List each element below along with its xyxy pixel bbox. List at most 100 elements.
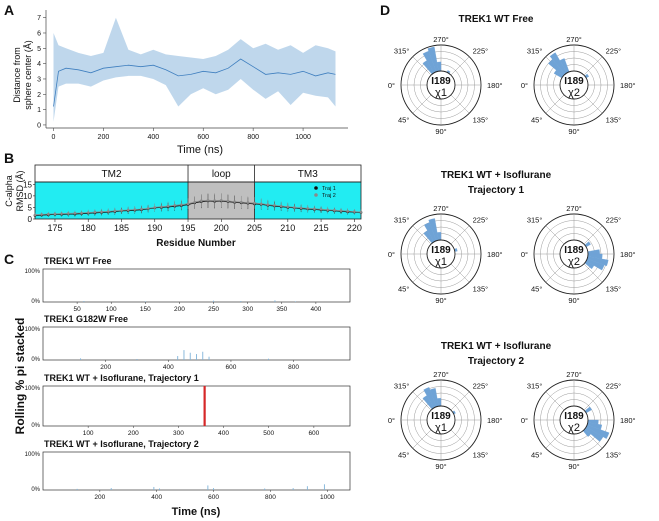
panel-b-point — [40, 213, 43, 216]
panel-c-xtick-label: 400 — [218, 430, 229, 437]
panel-b-point — [113, 209, 117, 213]
panel-d-polar-histograms: TREK1 WT FreeI189χ1270°225°180°135°90°45… — [388, 14, 636, 471]
panel-a-ytick-label: 1 — [37, 107, 41, 114]
panel-b-point — [279, 204, 283, 208]
panel-b-point — [160, 205, 163, 209]
panel-d-residue-label: I189 — [564, 76, 584, 87]
panel-c-bar — [159, 488, 160, 490]
panel-letter-c: C — [4, 251, 14, 267]
panel-d-angle-label: 180° — [620, 81, 636, 90]
panel-c-subplot-title: TREK1 WT Free — [44, 256, 112, 266]
panel-b-xtick-label: 190 — [147, 223, 162, 233]
panel-letter-d: D — [380, 2, 390, 18]
panel-d-angle-label: 45° — [531, 285, 542, 294]
panel-c-ytick-label: 100% — [25, 327, 41, 333]
panel-c-bar — [207, 485, 209, 490]
panel-c-bar — [274, 300, 276, 302]
panel-a-xtick-label: 600 — [197, 134, 209, 141]
panel-a-xtick-label: 1000 — [295, 134, 311, 141]
panel-d-polar-spoke — [583, 225, 603, 245]
panel-c-ytick-label: 0% — [31, 299, 40, 305]
panel-c-subplot-title: TREK1 G182W Free — [44, 314, 128, 324]
panel-c-xtick-label: 150 — [140, 306, 151, 313]
panel-d-polar-spoke — [545, 263, 565, 283]
panel-d-polar-spoke — [583, 56, 603, 76]
panel-d-angle-label: 0° — [388, 81, 395, 90]
panel-c-xtick-label: 400 — [310, 306, 321, 313]
panel-b-point — [166, 204, 170, 208]
panel-b-legend-label: Traj 2 — [322, 193, 336, 199]
panel-a-xlabel: Time (ns) — [177, 144, 223, 156]
panel-b-point — [193, 200, 196, 204]
panel-c-ytick-label: 0% — [31, 357, 40, 363]
panel-d-group-title: TREK1 WT + Isoflurane — [441, 341, 552, 352]
panel-d-angle-label: 180° — [487, 250, 503, 259]
panel-d-chi-label: χ2 — [568, 422, 580, 434]
panel-c-bar — [136, 359, 138, 360]
panel-d-angle-label: 90° — [568, 462, 579, 471]
panel-b-point — [293, 206, 296, 209]
panel-a-xtick-label: 0 — [52, 134, 56, 141]
panel-c-bar — [213, 488, 215, 490]
panel-d-polar-inner — [426, 70, 456, 100]
panel-d-angle-label: 315° — [527, 215, 543, 224]
panel-a-ytick-label: 7 — [37, 15, 41, 22]
panel-b-point — [273, 204, 276, 207]
panel-b-legend-label: Traj 1 — [322, 186, 336, 192]
panel-b-point — [100, 210, 103, 214]
panel-c-bar — [83, 301, 85, 302]
panel-d-angle-label: 270° — [433, 35, 449, 44]
panel-d-angle-label: 225° — [473, 381, 489, 390]
panel-b-xtick-label: 175 — [47, 223, 62, 233]
panel-d-angle-label: 315° — [394, 381, 410, 390]
panel-c-ytick-label: 100% — [25, 452, 41, 458]
panel-d-polar-spoke — [450, 225, 470, 245]
panel-b-ytick-label: 0 — [28, 215, 33, 224]
panel-d-angle-label: 0° — [388, 250, 395, 259]
panel-d-angle-label: 0° — [521, 81, 528, 90]
panel-c-bar — [213, 300, 215, 302]
panel-b-xtick-label: 180 — [81, 223, 96, 233]
panel-letter-a: A — [4, 2, 14, 18]
panel-b-frame — [34, 181, 362, 220]
panel-c-xtick-label: 200 — [128, 430, 139, 437]
panel-b-point — [47, 212, 50, 216]
panel-d-residue-label: I189 — [564, 411, 584, 422]
panel-d-angle-label: 0° — [388, 416, 395, 425]
panel-b-point — [140, 207, 143, 211]
panel-d-polar-spoke — [583, 391, 603, 411]
panel-d-angle-label: 270° — [566, 204, 582, 213]
panel-b-point — [233, 200, 236, 203]
panel-d-angle-label: 180° — [487, 81, 503, 90]
panel-b-region-tm2 — [35, 182, 189, 219]
panel-c-bar — [264, 488, 266, 490]
panel-b-point — [353, 210, 356, 213]
panel-d-angle-label: 135° — [473, 116, 489, 125]
panel-d-angle-label: 225° — [473, 215, 489, 224]
panel-b-point — [66, 212, 70, 215]
panel-c-bar — [80, 358, 82, 360]
panel-b-region-label: TM2 — [102, 169, 122, 180]
panel-c-bar — [110, 488, 112, 490]
panel-b-xtick-label: 195 — [181, 223, 196, 233]
panel-b-point — [346, 209, 349, 213]
panel-b-point — [253, 201, 256, 205]
panel-letter-b: B — [4, 150, 14, 166]
panel-a-xtick-label: 200 — [98, 134, 110, 141]
panel-c-bar — [292, 488, 294, 490]
panel-d-angle-label: 90° — [435, 462, 446, 471]
panel-b-point — [266, 203, 270, 206]
panel-c-xtick-label: 250 — [208, 306, 219, 313]
panel-a-ytick-label: 6 — [37, 30, 41, 37]
panel-d-group-title: TREK1 WT + Isoflurane — [441, 170, 552, 181]
panel-c-bar — [144, 301, 146, 302]
panel-d-angle-label: 225° — [606, 215, 622, 224]
panel-c-pi-stacking-chart: Rolling % pi stacked Time (ns) TREK1 WT … — [13, 256, 351, 518]
panel-d-residue-label: I189 — [431, 245, 451, 256]
panel-c-xtick-label: 300 — [242, 306, 253, 313]
panel-c-bar — [294, 301, 296, 302]
panel-d-polar-spoke — [412, 56, 432, 76]
panel-d-polar-inner — [559, 239, 589, 269]
panel-b-rmsd-chart: C-alpha RMSD (Å) Residue Number TM2 loop T… — [4, 164, 363, 249]
